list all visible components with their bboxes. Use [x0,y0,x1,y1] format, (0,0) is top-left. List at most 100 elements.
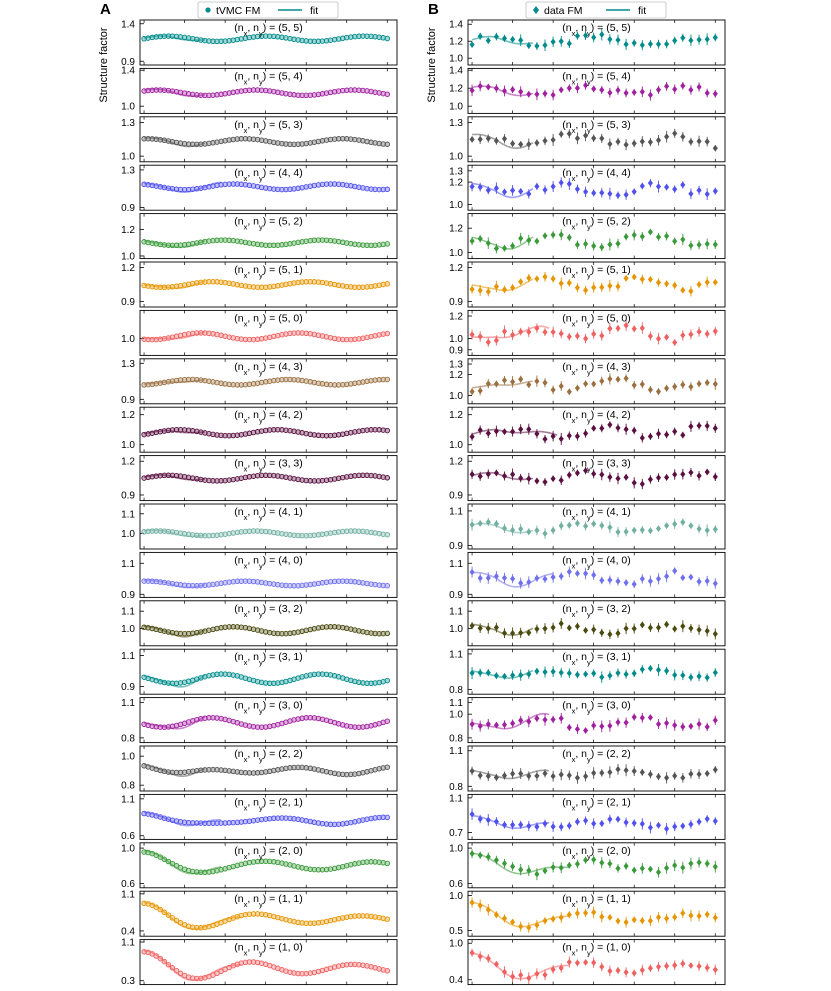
data-point [173,283,180,290]
data-point [254,136,261,143]
data-point [254,87,261,93]
y-tick-label: 1.0 [449,152,463,163]
data-point [339,962,346,969]
data-point [323,181,330,187]
data-point [198,377,204,383]
data-point [315,237,322,243]
data-point [352,241,358,247]
data-point [279,582,285,588]
data-point [376,814,382,821]
y-tick-label: 1.2 [449,410,463,421]
data-point [509,284,516,292]
data-point [250,473,257,479]
data-point [550,573,556,581]
fit-curve [472,571,554,588]
data-point [485,955,491,962]
data-point [376,859,382,865]
data-point [210,237,216,244]
data-point [145,528,151,535]
data-point [615,36,621,44]
data-point [323,38,330,44]
data-point [141,810,147,817]
data-point [149,240,155,246]
data-point [226,181,232,187]
data-point [218,767,224,773]
data-point [202,532,208,539]
data-point [343,381,350,388]
data-point [384,968,391,974]
data-point [376,914,382,921]
data-point [335,529,342,535]
y-tick-label: 1.2 [121,263,135,274]
data-point [214,671,220,678]
data-point [558,669,564,677]
data-point [234,578,241,585]
data-point [631,479,637,487]
data-point [307,431,314,438]
data-point [582,380,589,388]
y-tick-label: 1.3 [121,118,135,129]
data-point [655,233,662,241]
data-point [639,88,645,96]
data-point [384,475,391,481]
data-point [145,578,151,584]
data-point [258,33,265,40]
subplot-title: (nx, ny) = (2, 2) [234,748,303,764]
data-point [493,336,500,344]
data-point [493,380,500,388]
data-point [275,815,281,821]
data-point [599,576,605,584]
data-point [271,680,277,687]
data-point [230,768,236,775]
y-tick-label: 1.4 [121,66,135,77]
data-point [542,435,548,443]
data-point [704,330,710,338]
data-point [688,522,694,530]
data-point [206,715,212,721]
data-point [663,572,670,580]
subplot-frame [467,67,726,114]
data-point [238,382,245,388]
data-point [364,284,370,290]
data-point [663,40,670,48]
data-point [210,278,216,285]
data-point [384,376,391,383]
data-point [526,328,532,336]
data-point [574,959,581,967]
data-point [279,630,285,637]
data-point [582,286,589,294]
data-point [157,428,164,435]
data-point [493,137,500,145]
data-point [153,953,159,959]
data-point [295,429,301,435]
data-point [639,434,645,442]
data-point [173,680,180,687]
data-point [303,279,309,285]
data-point [672,281,678,289]
data-point [356,579,362,586]
data-point [149,430,155,436]
data-point [331,476,338,482]
data-point [189,582,196,589]
data-point [246,911,253,917]
subplot-1-14: 1.11.00.8(nx, ny) = (3, 0) [449,697,726,744]
data-point [364,242,370,249]
data-point [271,529,277,536]
data-point [157,906,164,913]
data-point [327,237,334,244]
data-point [582,772,589,780]
data-point [214,237,220,244]
data-point [238,624,245,630]
data-point [271,859,277,865]
data-point [550,136,556,144]
data-point [262,528,269,535]
data-point [485,853,491,861]
data-point [376,140,382,147]
data-point [368,139,374,146]
data-point [380,186,386,193]
legend-marker-diamond [533,6,539,14]
data-point [262,858,269,864]
data-point [493,624,500,631]
data-point [331,382,338,388]
